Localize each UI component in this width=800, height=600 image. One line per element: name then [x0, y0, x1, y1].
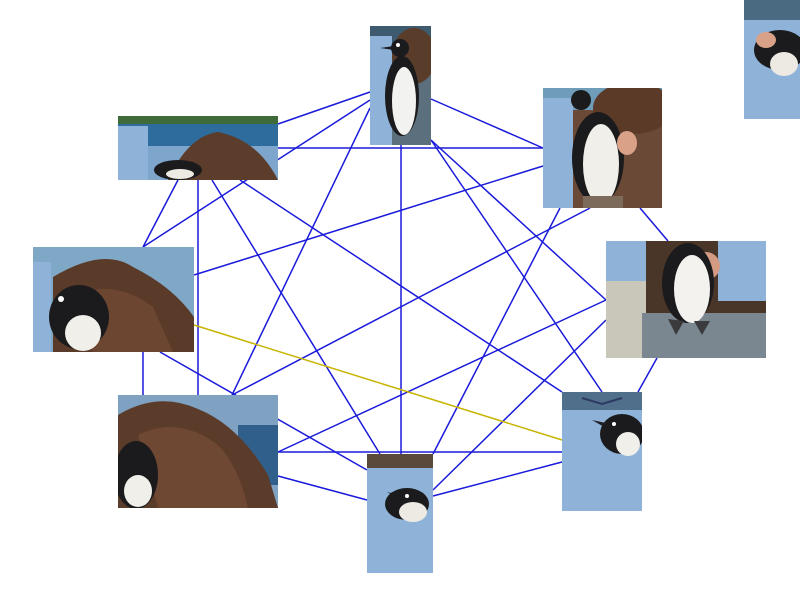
penguin-cropped-corner-image — [744, 0, 800, 119]
graph-edge — [430, 139, 603, 393]
graph-edge — [430, 98, 544, 149]
graph-edge — [637, 357, 658, 393]
node-penguin-cropped-corner[interactable] — [744, 0, 800, 119]
graph-edge — [277, 299, 607, 453]
node-rock-penguin-closeup[interactable] — [33, 247, 194, 352]
rock-penguin-closeup-image — [33, 247, 194, 352]
graph-edge — [277, 475, 368, 501]
graph-edge — [142, 179, 179, 248]
graph-edge — [430, 139, 607, 301]
node-rock-sea-penguin[interactable] — [118, 116, 278, 180]
graph-edge — [639, 207, 669, 242]
graph-edge — [432, 461, 563, 497]
penguin-standing-rock-image — [606, 241, 766, 358]
highlighted-graph-edge — [193, 324, 563, 441]
node-rock-penguin-head[interactable] — [118, 395, 278, 508]
graph-edge — [193, 165, 544, 276]
penguin-head-blue-shirt-image — [562, 392, 642, 511]
node-penguin-head-blue-shirt[interactable] — [562, 392, 642, 511]
graph-edge — [432, 319, 607, 491]
graph-edge — [231, 107, 371, 396]
node-penguin-standing-rock[interactable] — [606, 241, 766, 358]
node-penguin-head-shirt-close[interactable] — [367, 454, 433, 573]
graph-edge — [211, 179, 381, 455]
penguin-standing-hand-image — [543, 88, 662, 208]
graph-edge — [239, 179, 563, 393]
node-penguin-standing-hand[interactable] — [543, 88, 662, 208]
rock-sea-penguin-image — [118, 116, 278, 180]
graph-edge — [432, 207, 561, 455]
node-penguin-standing-front[interactable] — [370, 26, 431, 145]
penguin-head-shirt-close-image — [367, 454, 433, 573]
rock-penguin-head-image — [118, 395, 278, 508]
graph-edge — [277, 91, 371, 125]
graph-edge — [231, 207, 591, 396]
graph-edges — [142, 91, 669, 501]
penguin-standing-front-image — [370, 26, 431, 145]
